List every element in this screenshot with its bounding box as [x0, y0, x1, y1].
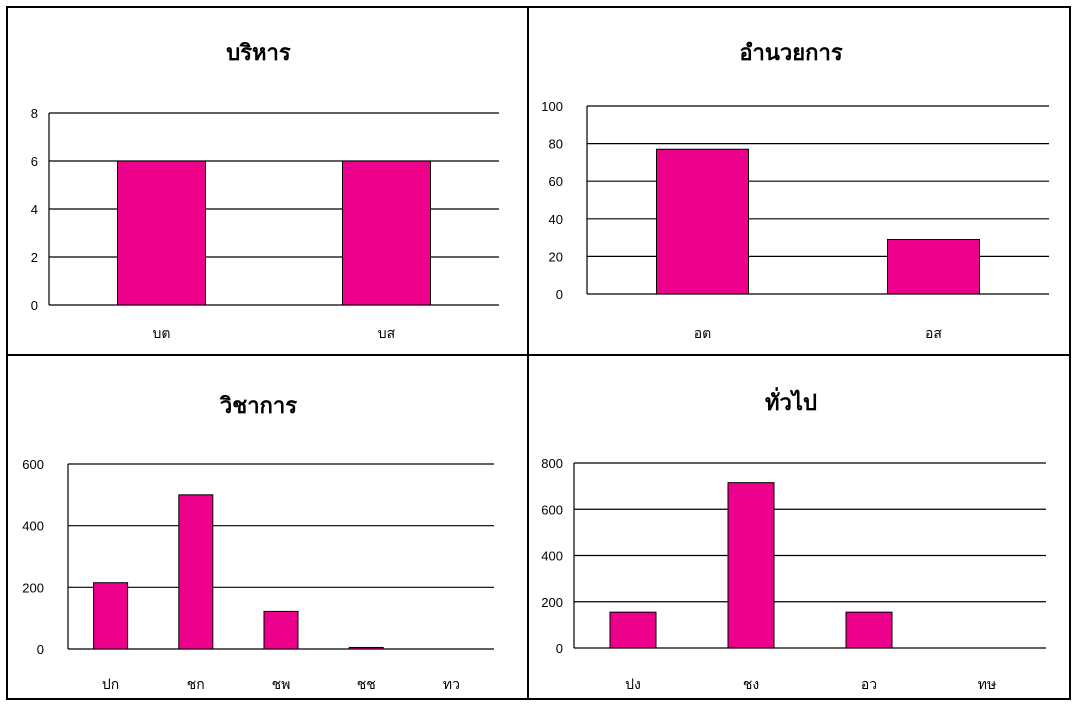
- bar: [117, 160, 206, 306]
- chart-svg: บริหาร 0 2 4 6 8 บต บส: [31, 41, 499, 342]
- y-tick-label: 600: [22, 457, 44, 472]
- bar: [178, 494, 214, 650]
- category-label: ชช: [357, 677, 376, 693]
- category-label: บส: [378, 326, 396, 342]
- bar: [656, 148, 749, 295]
- category-label: ชง: [743, 677, 759, 693]
- y-tick-label: 0: [37, 642, 44, 657]
- y-tick-label: 80: [549, 137, 563, 152]
- chart-grid: [6, 6, 1071, 700]
- category-label: อส: [925, 326, 942, 342]
- y-tick-label: 0: [556, 641, 563, 656]
- chart-panel-academic: วิชาการ 0 200 400 600 ปก ชก ชพ ชช ทว: [8, 354, 525, 700]
- y-tick-label: 100: [541, 99, 563, 114]
- y-tick-label: 60: [549, 174, 563, 189]
- chart-title: บริหาร: [226, 41, 291, 66]
- chart-title: ทั่วไป: [765, 386, 817, 416]
- category-label: อต: [694, 326, 712, 342]
- chart-svg: ทั่วไป 0 200 400 600 800 ปง ชง อว ทษ: [541, 386, 1046, 693]
- chart-svg: วิชาการ 0 200 400 600 ปก ชก ชพ ชช ทว: [22, 394, 494, 693]
- y-tick-label: 6: [31, 154, 38, 169]
- y-tick-label: 200: [22, 580, 44, 595]
- y-tick-label: 200: [541, 595, 563, 610]
- y-tick-label: 4: [31, 202, 38, 217]
- y-tick-label: 800: [541, 456, 563, 471]
- chart-title: อำนวยการ: [739, 41, 843, 66]
- y-tick-label: 400: [541, 549, 563, 564]
- bar: [348, 646, 384, 650]
- bar: [887, 238, 980, 295]
- chart-title: วิชาการ: [219, 394, 297, 419]
- chart-panel-administration: บริหาร 0 2 4 6 8 บต บส: [8, 8, 525, 352]
- category-label: บต: [153, 326, 171, 342]
- category-label: อว: [861, 677, 877, 693]
- category-label: ชก: [187, 677, 205, 693]
- category-label: ชพ: [272, 677, 291, 693]
- chart-svg: อำนวยการ 0 20 40 60 80 100 อต อส: [541, 41, 1049, 342]
- chart-panel-general: ทั่วไป 0 200 400 600 800 ปง ชง อว ทษ: [527, 354, 1071, 700]
- y-tick-label: 20: [549, 249, 563, 264]
- bar: [727, 482, 775, 649]
- category-label: ทว: [443, 677, 460, 693]
- y-tick-label: 400: [22, 519, 44, 534]
- bar: [342, 160, 431, 306]
- y-tick-label: 8: [31, 106, 38, 121]
- category-label: ปง: [625, 677, 641, 693]
- bar: [609, 611, 657, 649]
- category-label: ทษ: [978, 677, 996, 693]
- bar: [845, 611, 893, 649]
- y-tick-label: 2: [31, 250, 38, 265]
- category-label: ปก: [102, 677, 119, 693]
- bar: [263, 610, 299, 650]
- horizontal-divider: [8, 354, 1069, 356]
- y-tick-label: 0: [31, 298, 38, 313]
- y-tick-label: 0: [556, 287, 563, 302]
- chart-panel-directing: อำนวยการ 0 20 40 60 80 100 อต อส: [527, 8, 1071, 352]
- bar: [93, 582, 129, 650]
- vertical-divider: [527, 8, 529, 698]
- y-tick-label: 600: [541, 502, 563, 517]
- y-tick-label: 40: [549, 212, 563, 227]
